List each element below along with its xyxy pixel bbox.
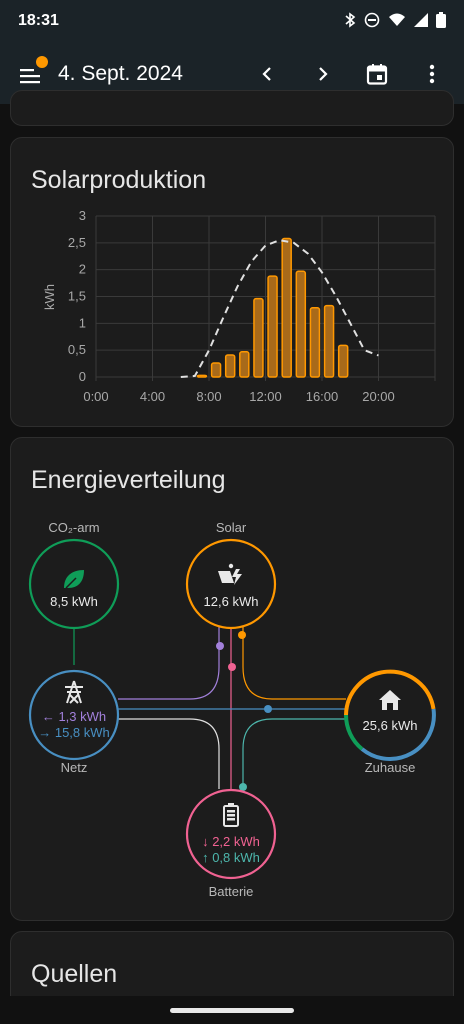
x-tick-label: 0:00 [83, 389, 108, 404]
bluetooth-icon [345, 12, 356, 28]
bar-900 [224, 354, 236, 378]
solar-chart: 0 0,5 1 1,5 2 2,5 3 0:00 4:00 8:00 12:00 16:00 20:00… [42, 208, 436, 404]
solar-value: 12,6 kWh [203, 594, 259, 609]
flow-dot [264, 705, 272, 713]
flow-dot [239, 783, 247, 791]
home-gesture-handle[interactable] [170, 1008, 294, 1013]
y-tick-label: 1,5 [68, 289, 86, 304]
battery-node-ring [185, 788, 277, 880]
y-tick-label: 2,5 [68, 235, 86, 250]
menu-icon [20, 69, 40, 84]
y-tick-label: 2 [79, 262, 86, 277]
bar-800 [210, 362, 222, 378]
bar-1700 [337, 344, 349, 378]
energy-flow-diagram [28, 538, 436, 880]
status-time: 18:31 [18, 12, 59, 29]
bar-1600 [323, 304, 335, 378]
home-ring-solar-segment [344, 669, 436, 716]
home-label: Zuhause [364, 760, 416, 775]
bar-700 [196, 374, 208, 378]
more-options-button[interactable] [418, 60, 446, 88]
energy-distribution-card: Energieverteilung [10, 437, 454, 921]
flow-dot [228, 663, 236, 671]
signal-icon [414, 13, 428, 27]
sources-card-title: Quellen [31, 960, 118, 988]
home-ring-grid-segment [360, 708, 436, 761]
grid-label: Netz [60, 760, 88, 775]
energy-card-title: Energieverteilung [31, 466, 226, 494]
co2-label: CO₂-arm [48, 520, 100, 535]
navigation-bar [0, 996, 464, 1024]
status-bar: 18:31 [0, 0, 464, 44]
home-value: 25,6 kWh [362, 718, 418, 733]
battery-icon [223, 803, 239, 827]
chevron-left-icon [262, 67, 271, 81]
bar-1300 [281, 237, 292, 378]
battery-discharge-value: ↑ 0,8 kWh [202, 850, 260, 865]
y-axis-label: kWh [42, 284, 57, 310]
system-icons [344, 12, 446, 28]
solar-power-icon [218, 563, 242, 585]
forecast-line [180, 239, 379, 378]
calendar-button[interactable] [363, 60, 391, 88]
battery-icon [436, 12, 446, 28]
previous-card [10, 90, 454, 126]
x-tick-label: 20:00 [362, 389, 395, 404]
bar-1000 [239, 351, 250, 378]
transmission-tower-icon [65, 680, 83, 704]
wifi-icon [389, 13, 405, 26]
solar-card-title: Solarproduktion [31, 166, 207, 194]
bar-1500 [309, 307, 321, 378]
calendar-icon [366, 64, 388, 85]
grid-import-value: ← 1,3 kWh [41, 709, 107, 724]
battery-charge-value: ↓ 2,2 kWh [202, 834, 260, 849]
battery-label: Batterie [208, 884, 254, 899]
next-day-button[interactable] [308, 60, 336, 88]
chevron-right-icon [319, 67, 328, 81]
more-vert-icon [429, 64, 435, 84]
menu-button[interactable] [18, 56, 48, 86]
x-tick-label: 8:00 [196, 389, 221, 404]
solar-to-grid-flow [118, 627, 220, 700]
bar-1400 [295, 270, 307, 378]
home-icon [379, 690, 401, 710]
leaf-icon [64, 570, 84, 589]
flow-dot [216, 642, 224, 650]
solar-production-card: Solarproduktion 0 0,5 1 1,5 2 2,5 3 0:00 4:00 8:0… [10, 137, 454, 427]
x-tick-label: 4:00 [140, 389, 165, 404]
current-date: 4. Sept. 2024 [58, 62, 183, 85]
solar-label: Solar [215, 520, 247, 535]
previous-day-button[interactable] [254, 60, 282, 88]
grid-to-battery-flow [118, 718, 220, 789]
solar-node-ring [185, 538, 277, 630]
grid-node-ring [28, 669, 120, 761]
flow-dot [238, 631, 246, 639]
battery-to-home-flow [242, 718, 346, 789]
home-ring-co2-segment [343, 714, 364, 751]
solar-to-home-flow [242, 627, 346, 700]
y-tick-label: 0 [79, 369, 86, 384]
bar-1200 [267, 275, 278, 378]
x-tick-label: 16:00 [306, 389, 339, 404]
co2-value: 8,5 kWh [50, 594, 98, 609]
x-tick-label: 12:00 [249, 389, 282, 404]
bar-1100 [253, 297, 264, 378]
y-tick-label: 0,5 [68, 342, 86, 357]
do-not-disturb-icon [364, 12, 380, 28]
notification-badge [36, 56, 48, 68]
grid-export-value: → 15,8 kWh [38, 725, 110, 740]
y-tick-label: 1 [79, 315, 86, 330]
y-tick-label: 3 [79, 208, 86, 223]
